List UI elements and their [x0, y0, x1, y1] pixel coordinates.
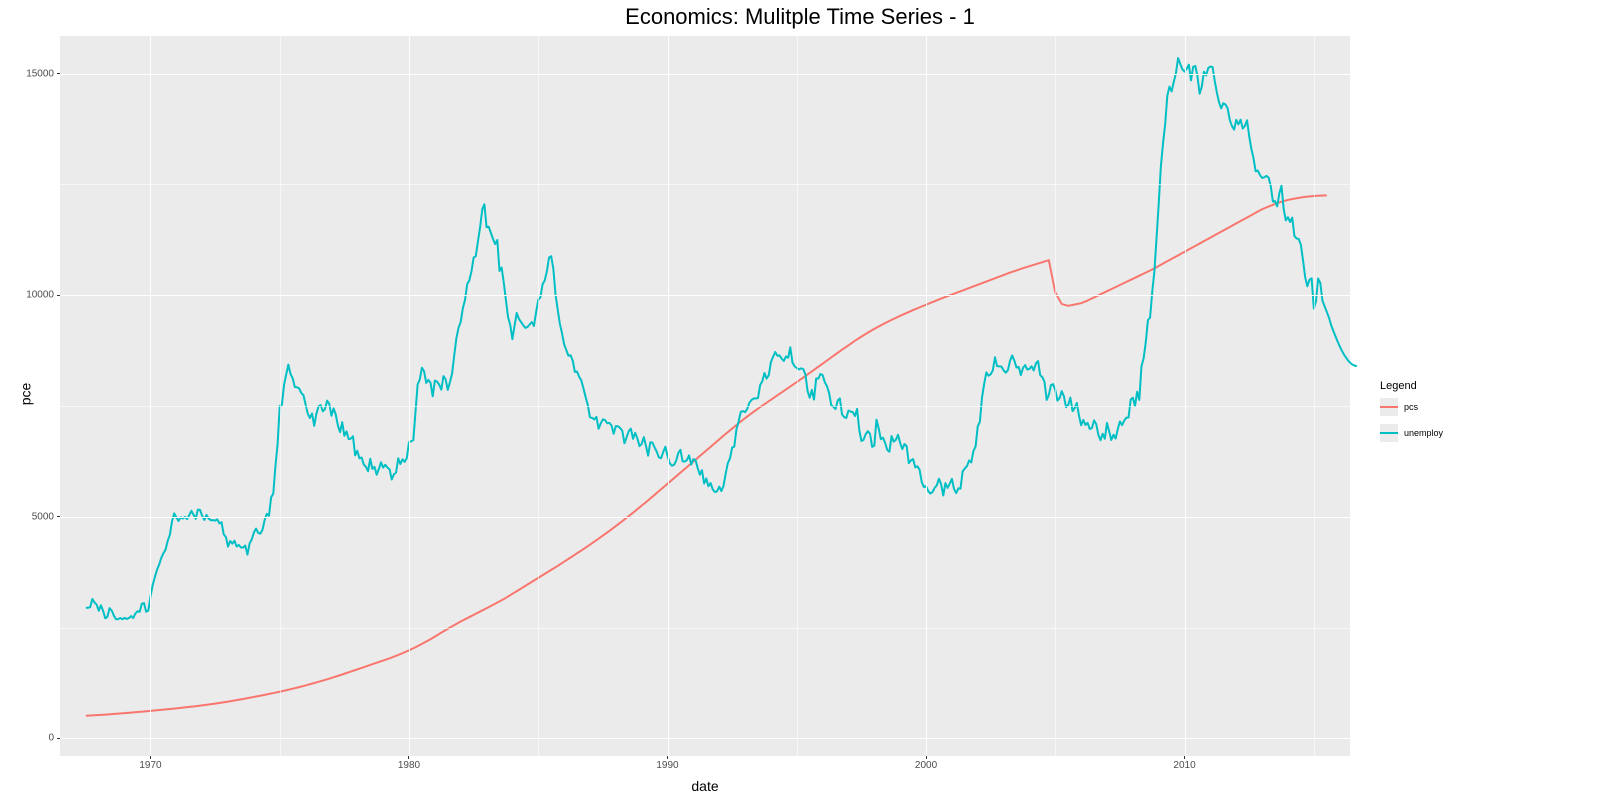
legend: Legend pcs unemploy	[1380, 380, 1443, 450]
gridline-v-minor	[280, 36, 281, 756]
legend-item-pcs: pcs	[1380, 398, 1443, 416]
y-tick: 10000	[26, 290, 60, 301]
gridline-v	[409, 36, 410, 756]
gridline-h-minor	[60, 628, 1350, 629]
gridline-h	[60, 517, 1350, 518]
y-tick: 0	[48, 733, 60, 744]
gridline-v	[1185, 36, 1186, 756]
legend-key	[1380, 398, 1398, 416]
chart-title: Economics: Mulitple Time Series - 1	[0, 4, 1600, 30]
y-tick: 5000	[32, 511, 60, 522]
legend-item-unemploy: unemploy	[1380, 424, 1443, 442]
y-axis-label: pce	[17, 383, 33, 406]
x-tick: 2010	[1173, 756, 1195, 771]
gridline-v-minor	[797, 36, 798, 756]
x-tick: 1980	[398, 756, 420, 771]
series-line-unemploy	[86, 58, 1357, 619]
x-tick: 1970	[139, 756, 161, 771]
gridline-h-minor	[60, 184, 1350, 185]
series-line-pcs	[86, 195, 1327, 715]
gridline-v	[926, 36, 927, 756]
gridline-v	[668, 36, 669, 756]
gridline-v-minor	[1055, 36, 1056, 756]
y-tick: 15000	[26, 68, 60, 79]
x-axis-label: date	[60, 778, 1350, 794]
legend-label: pcs	[1404, 402, 1418, 412]
gridline-h	[60, 74, 1350, 75]
legend-label: unemploy	[1404, 428, 1443, 438]
gridline-h	[60, 738, 1350, 739]
legend-key	[1380, 424, 1398, 442]
plot-panel: 05000100001500019701980199020002010	[60, 36, 1350, 756]
lines-layer	[60, 36, 1350, 756]
gridline-v	[150, 36, 151, 756]
legend-title: Legend	[1380, 380, 1443, 392]
gridline-h	[60, 295, 1350, 296]
x-tick: 1990	[656, 756, 678, 771]
gridline-h-minor	[60, 406, 1350, 407]
gridline-v-minor	[1314, 36, 1315, 756]
x-tick: 2000	[915, 756, 937, 771]
gridline-v-minor	[538, 36, 539, 756]
